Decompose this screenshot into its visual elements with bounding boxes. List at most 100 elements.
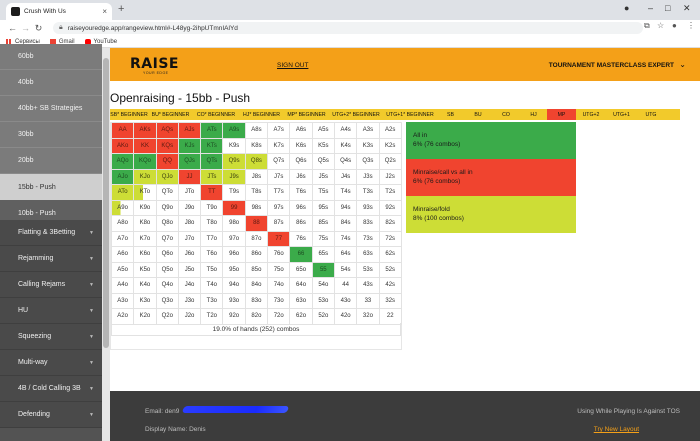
position-tab[interactable]: CO* BEGINNER — [196, 111, 236, 118]
hand-cell[interactable]: K6s — [290, 138, 313, 154]
hand-cell[interactable]: 52s — [379, 262, 402, 278]
hand-cell[interactable]: 66 — [290, 247, 313, 263]
hand-cell[interactable]: 98s — [245, 200, 269, 216]
hand-cell[interactable]: Q2o — [156, 309, 179, 325]
sidebar-scrollbar[interactable] — [102, 48, 110, 441]
hand-cell[interactable]: 64o — [290, 278, 313, 294]
sidebar-item[interactable]: Defending ▼ — [0, 402, 102, 428]
hand-cell[interactable]: 93o — [223, 293, 246, 309]
hand-cell[interactable]: 43s — [357, 278, 380, 294]
hand-cell[interactable]: K3s — [357, 138, 380, 154]
hand-cell[interactable]: KK — [134, 138, 157, 154]
sidebar-item[interactable]: Rejamming ▼ — [0, 246, 102, 272]
hand-cell[interactable]: QTs — [201, 154, 224, 170]
url-input[interactable]: 🔒︎ raiseyouredge.app/rangeview.html#-L48… — [53, 22, 643, 34]
hand-cell[interactable]: 92s — [379, 200, 402, 216]
hand-cell[interactable]: 52o — [312, 309, 335, 325]
hand-cell[interactable]: T4o — [201, 278, 224, 294]
hand-cell[interactable]: 98o — [223, 216, 246, 232]
account-avatar-icon[interactable]: ● — [672, 21, 677, 30]
hand-cell[interactable]: KTs — [201, 138, 224, 154]
hand-cell[interactable]: J5o — [178, 262, 202, 278]
translate-icon[interactable]: ⧉ — [644, 21, 650, 30]
hand-cell[interactable]: J7s — [268, 169, 291, 185]
hand-cell[interactable]: 73s — [357, 231, 380, 247]
hand-cell[interactable]: 96o — [223, 247, 246, 263]
hand-cell[interactable]: J6s — [290, 169, 313, 185]
hand-cell[interactable]: 76o — [268, 247, 291, 263]
sign-out-link[interactable]: SIGN OUT — [277, 62, 309, 69]
hand-cell[interactable]: K8o — [134, 216, 157, 232]
hand-cell[interactable]: ATs — [201, 123, 224, 139]
hand-cell[interactable]: 93s — [357, 200, 380, 216]
hand-cell[interactable]: J8s — [245, 169, 269, 185]
sidebar-item[interactable]: 15bb - Push — [0, 174, 102, 200]
hand-cell[interactable]: AQo — [112, 154, 135, 170]
position-tab[interactable]: MP — [547, 109, 576, 120]
hand-cell[interactable]: Q6s — [290, 154, 313, 170]
hand-cell[interactable]: T5s — [312, 185, 335, 201]
hand-cell[interactable]: 75o — [268, 262, 291, 278]
hand-cell[interactable]: T8o — [201, 216, 224, 232]
hand-cell[interactable]: K5s — [312, 138, 335, 154]
hand-cell[interactable]: JTs — [201, 169, 224, 185]
sidebar-item[interactable]: 40bb+ SB Strategies — [0, 96, 102, 122]
window-close-icon[interactable]: ✕ — [683, 3, 691, 13]
hand-cell[interactable]: K7s — [268, 138, 291, 154]
position-tab[interactable]: SB — [447, 111, 454, 118]
position-tab[interactable]: UTG+2* BEGINNER — [332, 111, 380, 118]
hand-cell[interactable]: 64s — [334, 247, 358, 263]
hand-cell[interactable]: 65s — [312, 247, 335, 263]
hand-cell[interactable]: Q3s — [357, 154, 380, 170]
hand-cell[interactable]: T2o — [201, 309, 224, 325]
tab-close-icon[interactable]: × — [102, 7, 107, 16]
hand-cell[interactable]: ATo — [112, 185, 135, 201]
hand-cell[interactable]: A8o — [112, 216, 135, 232]
hand-cell[interactable]: J9s — [223, 169, 246, 185]
hand-cell[interactable]: Q2s — [379, 154, 402, 170]
hand-cell[interactable]: 22 — [379, 309, 402, 325]
hand-cell[interactable]: A7s — [268, 123, 291, 139]
hand-cell[interactable]: A3s — [357, 123, 380, 139]
hand-cell[interactable]: 95o — [223, 262, 246, 278]
hand-cell[interactable]: A7o — [112, 231, 135, 247]
hand-cell[interactable]: K9s — [223, 138, 246, 154]
hand-cell[interactable]: 44 — [334, 278, 358, 294]
hand-cell[interactable]: 83o — [245, 293, 269, 309]
hand-cell[interactable]: Q7s — [268, 154, 291, 170]
hand-cell[interactable]: J5s — [312, 169, 335, 185]
try-new-layout-link[interactable]: Try New Layout — [593, 426, 639, 433]
sidebar-item[interactable]: 20bb — [0, 148, 102, 174]
hand-cell[interactable]: 74o — [268, 278, 291, 294]
sidebar-item[interactable]: HU ▼ — [0, 298, 102, 324]
hand-cell[interactable]: T9s — [223, 185, 246, 201]
hand-cell[interactable]: J3s — [357, 169, 380, 185]
bookmark-star-icon[interactable]: ☆ — [657, 21, 665, 30]
bookmark-gmail[interactable]: Gmail — [49, 38, 75, 45]
hand-cell[interactable]: 84s — [334, 216, 358, 232]
hand-cell[interactable]: 72o — [268, 309, 291, 325]
new-tab-button[interactable]: + — [118, 3, 125, 15]
hand-cell[interactable]: A2o — [112, 309, 135, 325]
sidebar-item[interactable]: Flatting & 3Betting ▼ — [0, 220, 102, 246]
hand-cell[interactable]: J9o — [178, 200, 202, 216]
hand-cell[interactable]: K6o — [134, 247, 157, 263]
hand-cell[interactable]: K2o — [134, 309, 157, 325]
hand-cell[interactable]: 63s — [357, 247, 380, 263]
hand-cell[interactable]: T3s — [357, 185, 380, 201]
hand-cell[interactable]: A9s — [223, 123, 246, 139]
hand-cell[interactable]: AQs — [156, 123, 179, 139]
hand-cell[interactable]: Q9o — [156, 200, 179, 216]
position-tab[interactable]: HJ — [530, 111, 537, 118]
sidebar-item[interactable]: Multi-way ▼ — [0, 350, 102, 376]
hand-cell[interactable]: 92o — [223, 309, 246, 325]
hand-cell[interactable]: Q5o — [156, 262, 179, 278]
position-tab[interactable]: SB* BEGINNER — [110, 111, 148, 118]
hand-cell[interactable]: QTo — [156, 185, 179, 201]
hand-cell[interactable]: 95s — [312, 200, 335, 216]
hand-cell[interactable]: Q9s — [223, 154, 246, 170]
hand-cell[interactable]: 87s — [268, 216, 291, 232]
hand-cell[interactable]: A8s — [245, 123, 269, 139]
sidebar-item[interactable]: 40bb — [0, 70, 102, 96]
profile-icon[interactable]: ● — [624, 3, 630, 13]
